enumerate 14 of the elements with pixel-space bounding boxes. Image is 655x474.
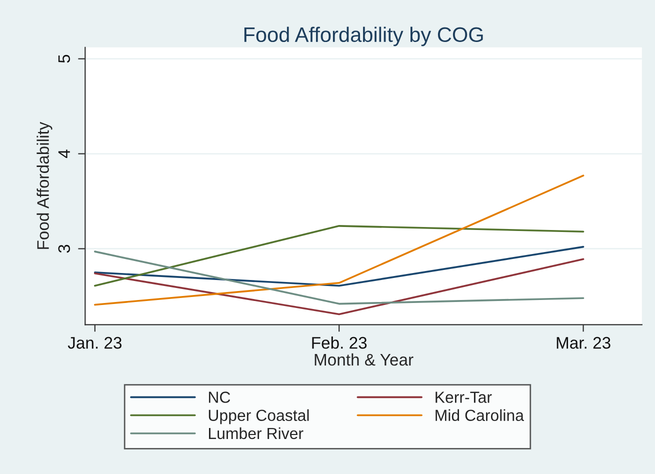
y-tick-label: 4 xyxy=(58,150,70,158)
x-tick-label: Mar. 23 xyxy=(556,336,610,349)
y-tick-label: 5 xyxy=(58,54,70,63)
legend-label: NC xyxy=(208,392,230,403)
chart-title: Food Affordability by COG xyxy=(244,26,483,46)
x-tick-label: Jan. 23 xyxy=(68,336,122,349)
legend-label: Mid Carolina xyxy=(436,409,524,422)
legend-label: Lumber River xyxy=(208,427,304,440)
legend-label: Kerr-Tar xyxy=(436,392,492,403)
x-axis-title: Month & Year xyxy=(314,353,414,366)
x-tick-label: Feb. 23 xyxy=(312,336,367,349)
legend-label: Upper Coastal xyxy=(208,409,309,424)
y-tick-label: 3 xyxy=(58,244,70,253)
y-axis-title: Food Affordability xyxy=(36,122,52,249)
